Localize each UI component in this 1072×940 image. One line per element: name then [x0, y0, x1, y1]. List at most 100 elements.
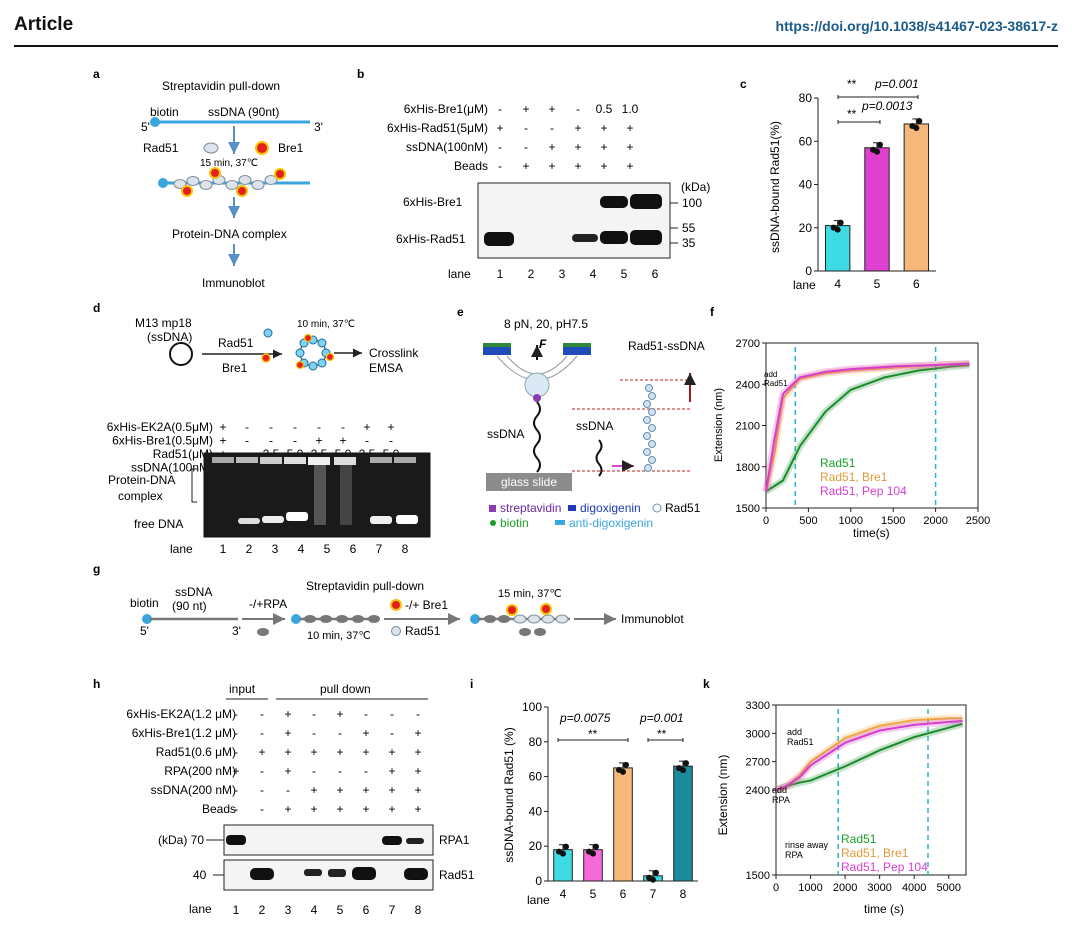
h-cell: +	[336, 783, 343, 797]
i-ytick-label: 0	[535, 874, 542, 888]
h-marker-40: 40	[193, 868, 207, 882]
c-point	[834, 226, 841, 233]
glass-slide-label: glass slide	[501, 475, 557, 489]
h-cell: -	[260, 783, 264, 797]
d-rad51-icon	[263, 328, 273, 338]
blot-b-bands	[484, 194, 662, 246]
h-cell: +	[336, 745, 343, 759]
h-pull-down: pull down	[320, 682, 371, 696]
height-guides	[572, 379, 690, 472]
h-cell: -	[416, 707, 420, 721]
i-point	[653, 869, 659, 876]
b-cell: -	[524, 140, 528, 154]
h-cell: +	[414, 726, 421, 740]
f-xtick-label: 1500	[881, 515, 905, 527]
panel-a: a Streptavidin pull-down biotin ssDNA (9…	[93, 67, 323, 290]
d-row-label: 6xHis-EK2A(0.5μM)	[107, 420, 213, 434]
k-xtick-label: 1000	[798, 882, 822, 894]
b-cell: +	[574, 121, 581, 135]
b-row-label: 6xHis-Bre1(μM)	[404, 102, 488, 116]
doi-link[interactable]: https://doi.org/10.1038/s41467-023-38617…	[775, 18, 1058, 34]
kda-b: (kDa)	[681, 180, 710, 194]
c-category: 6	[913, 277, 920, 291]
glass-slide	[486, 473, 572, 491]
h-cell: -	[338, 764, 342, 778]
k-legend-1: Rad51	[841, 832, 877, 846]
b-lane-number: 3	[559, 267, 566, 281]
panel-h-lanes: 1 2 3 4 5 6 7 8	[233, 903, 422, 917]
c-ylabel: ssDNA-bound Rad51(%)	[768, 121, 782, 253]
d-row-label: Rad51(μM)	[153, 447, 213, 461]
c-ytick-label: 40	[799, 178, 813, 192]
d-lane-number: 8	[402, 542, 409, 556]
g-rpa-coated	[304, 615, 380, 623]
d-cell: -	[293, 434, 297, 448]
b-cell: +	[574, 140, 581, 154]
panel-k-label: k	[703, 677, 710, 691]
i-point	[683, 760, 689, 767]
i-ylabel: ssDNA-bound Rad51 (%)	[502, 727, 516, 862]
b-cell: +	[548, 159, 555, 173]
i-point	[623, 761, 629, 768]
f-xtick-label: 0	[763, 515, 769, 527]
filament-a	[173, 167, 286, 197]
h-cell: +	[336, 802, 343, 816]
f-ytick-label: 2400	[736, 379, 760, 391]
b-cell: +	[626, 140, 633, 154]
c-category: 4	[834, 277, 841, 291]
d-row-label: 6xHis-Bre1(0.5μM)	[112, 434, 213, 448]
d-bre1-icon	[261, 353, 271, 363]
f-series-line	[765, 364, 970, 493]
f-add-2: Rad51	[764, 379, 788, 388]
complex-label: Protein-DNA complex	[172, 227, 287, 241]
k-add-rpa-1: add	[772, 785, 787, 795]
g-final-filament	[484, 603, 569, 636]
h-lane-number: 5	[337, 903, 344, 917]
magnetic-bead	[524, 372, 550, 398]
g-rpa: -/+RPA	[249, 597, 287, 611]
h-cell: +	[362, 745, 369, 759]
c-ytick-label: 0	[805, 264, 812, 278]
panel-b-conditions: 6xHis-Bre1(μM) - + + -0.5 1.06xHis-Rad51(5μM)…	[387, 102, 639, 173]
b-cell: 0.5	[596, 102, 613, 116]
pdc-label-2: complex	[118, 489, 163, 503]
h-cell: +	[414, 783, 421, 797]
k-xtick-label: 5000	[936, 882, 960, 894]
h-cell: +	[414, 802, 421, 816]
h-rad51-label: Rad51	[439, 868, 475, 882]
g-bre1: -/+ Bre1	[405, 598, 448, 612]
i-lane-label: lane	[527, 893, 550, 907]
free-dna-label: free DNA	[134, 517, 183, 531]
b-cell: +	[548, 140, 555, 154]
d-cell: -	[269, 434, 273, 448]
chart-f: 1500 1800 2100 2400 2700 0 500 1000 1500 2000 2500	[736, 338, 991, 527]
pdc-label-1: Protein-DNA	[108, 473, 175, 487]
b-lane-number: 2	[528, 267, 535, 281]
h-rpa1-label: RPA1	[439, 833, 470, 847]
panel-f: f Extension (nm) 1500 1800 2100 2400 2700 0 50…	[710, 305, 990, 540]
h-cell: -	[234, 726, 238, 740]
h-cell: -	[260, 802, 264, 816]
i-p2: p=0.001	[639, 711, 684, 725]
d-lane-label: lane	[170, 542, 193, 556]
d-cell: -	[317, 420, 321, 434]
marker-55: 55	[682, 221, 696, 235]
d-cell: -	[389, 434, 393, 448]
k-xtick-label: 3000	[867, 882, 891, 894]
chart-c: 0 20 40 60 80 4 5 6	[799, 91, 936, 291]
legend-digoxigenin: digoxigenin	[580, 501, 641, 515]
lane-b-label: lane	[448, 267, 471, 281]
h-cell: -	[286, 783, 290, 797]
d-lane-number: 6	[350, 542, 357, 556]
k-xtick-label: 4000	[902, 882, 926, 894]
i-ytick-label: 40	[529, 804, 543, 818]
f-legend-3: Rad51, Pep 104	[820, 484, 907, 498]
h-cell: -	[260, 707, 264, 721]
c-point	[877, 141, 883, 148]
i-bar	[673, 765, 693, 882]
header-rule	[14, 45, 1058, 47]
g-cond-1: 10 min, 37℃	[307, 630, 371, 642]
k-ytick-label: 3300	[746, 700, 770, 712]
i-ytick-label: 100	[522, 700, 542, 714]
